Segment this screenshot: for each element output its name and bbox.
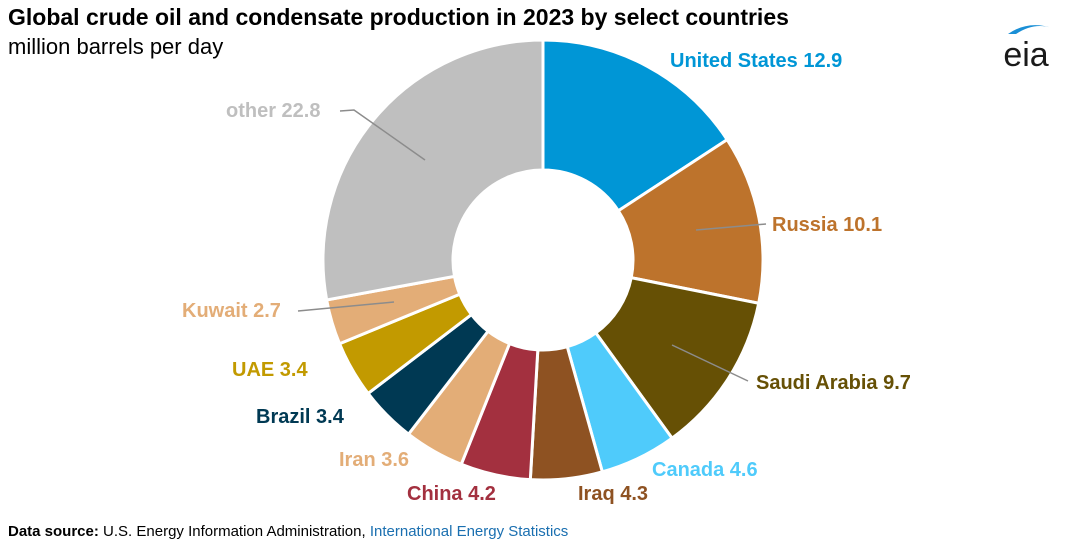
leader-line-saudi-arabia bbox=[671, 344, 749, 382]
slice-other bbox=[321, 38, 545, 302]
slice-labels: United States 12.9 Russia 10.1 Saudi Arabi… bbox=[182, 50, 911, 505]
slice-saudi-arabia bbox=[593, 275, 761, 441]
label-saudi-arabia: Saudi Arabia 9.7 bbox=[756, 372, 911, 394]
label-kuwait: Kuwait 2.7 bbox=[182, 300, 281, 322]
source-text: U.S. Energy Information Administration, bbox=[103, 523, 366, 540]
leader-line-kuwait bbox=[297, 301, 395, 312]
source-link[interactable]: International Energy Statistics bbox=[369, 523, 569, 540]
data-source: Data source: U.S. Energy Information Adm… bbox=[8, 523, 568, 540]
label-russia: Russia 10.1 bbox=[772, 214, 882, 236]
chart-title: Global crude oil and condensate producti… bbox=[8, 4, 789, 30]
label-brazil: Brazil 3.4 bbox=[256, 406, 345, 428]
label-canada: Canada 4.6 bbox=[652, 459, 758, 481]
donut-slices bbox=[321, 38, 765, 482]
logo-text: eia bbox=[1003, 36, 1048, 72]
leader-line-russia bbox=[695, 223, 767, 231]
leader-line-other bbox=[339, 109, 426, 161]
label-china: China 4.2 bbox=[407, 483, 496, 505]
chart-subtitle: million barrels per day bbox=[8, 34, 224, 59]
slice-russia bbox=[616, 137, 765, 306]
label-iran: Iran 3.6 bbox=[339, 449, 409, 471]
eia-logo-icon: eia bbox=[1003, 25, 1052, 72]
leader-lines bbox=[297, 109, 767, 382]
label-united-states: United States 12.9 bbox=[670, 50, 842, 72]
label-uae: UAE 3.4 bbox=[232, 359, 308, 381]
label-other: other 22.8 bbox=[226, 100, 320, 122]
source-label: Data source: bbox=[8, 523, 99, 540]
label-iraq: Iraq 4.3 bbox=[578, 483, 648, 505]
